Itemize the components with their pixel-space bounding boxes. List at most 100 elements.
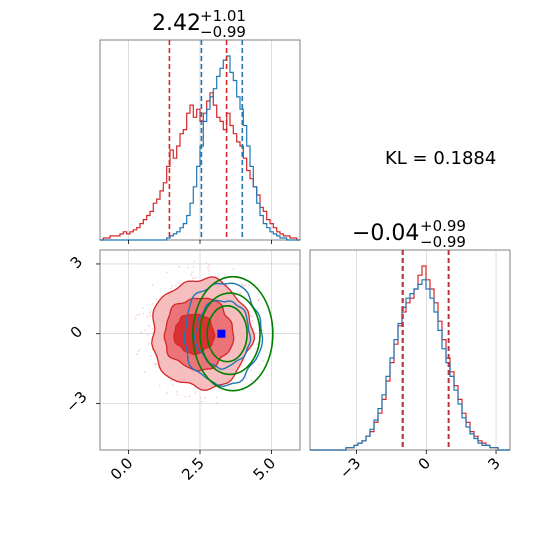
joint-scatter-point-104 [224,273,227,276]
joint-scatter-point-80 [148,343,151,345]
marginal-p1-red-histogram [100,92,300,241]
joint-scatter-point-48 [138,313,141,316]
joint-scatter-point-97 [134,317,137,320]
joint-scatter-point-105 [207,266,209,269]
joint-scatter-point-120 [242,285,245,287]
joint-scatter-point-14 [151,302,154,305]
joint-scatter-point-22 [205,262,207,265]
joint-scatter-point-132 [192,277,194,280]
joint-scatter-point-71 [166,271,168,274]
joint-scatter-point-20 [170,287,172,290]
marginal-p1-title-plus: +1.01 [200,7,246,25]
kl-annotation: KL = 0.1884 [385,148,496,169]
joint-x-tick-label-0: 0.0 [107,454,137,484]
marginal-panel-p2: −3 0 3 −0.04 +0.99 −0.99 [309,217,511,482]
joint-y-tick-label-0: −3 [62,388,90,416]
joint-scatter-point-82 [171,384,174,386]
joint-scatter-point-84 [136,314,138,316]
joint-scatter-point-68 [148,324,151,327]
joint-scatter-point-127 [151,284,154,286]
joint-scatter-point-102 [254,348,256,350]
joint-scatter-point-125 [207,269,210,272]
joint-scatter-point-83 [250,368,252,371]
joint-scatter-point-79 [137,350,140,353]
joint-scatter-point-87 [215,402,218,405]
marginal-p1-grid [128,40,272,240]
marginal-p2-quantile-lines [401,250,450,450]
marginal-p2-axes [309,249,511,451]
marginal-p1-title-median: 2.42 [152,11,201,36]
joint-scatter-point-16 [232,268,235,271]
joint-scatter-point-93 [200,400,203,403]
joint-scatter-point-70 [142,312,145,315]
joint-y-tick-label-2: 3 [67,253,86,272]
joint-scatter-point-73 [194,276,197,279]
joint-scatter-point-44 [193,260,196,263]
marginal-p1-blue-histogram [100,55,300,241]
joint-scatter-point-32 [141,306,144,309]
joint-green-level-0 [192,275,274,392]
joint-scatter-point-113 [155,298,158,300]
joint-scatter-point-9 [149,355,152,357]
joint-scatter-point-124 [194,392,197,395]
joint-scatter-point-61 [190,274,193,276]
marginal-panel-p1: 2.42 +1.01 −0.99 [99,7,301,244]
joint-scatter-point-136 [191,271,193,273]
joint-truth-marker [217,329,226,338]
joint-scatter-point-81 [247,284,250,286]
joint-scatter-point-92 [170,379,173,382]
joint-blue-contours [183,282,264,388]
joint-x-tick-label-1: 2.5 [178,454,208,484]
joint-scatter-point-126 [250,380,253,382]
joint-scatter-point-47 [257,293,260,296]
marginal-p2-title-minus: −0.99 [420,233,466,251]
joint-scatter-point-74 [257,300,260,302]
joint-scatter-point-38 [257,363,260,366]
joint-scatter-point-5 [187,266,190,269]
joint-scatter-point-25 [203,397,206,399]
joint-scatter-point-96 [249,314,252,317]
joint-scatter-point-29 [175,391,178,393]
joint-scatter-point-88 [136,353,138,356]
joint-scatter-point-39 [199,396,202,399]
marginal-p1-quantile-lines [168,40,244,240]
marginal-p1-ticks [128,240,272,244]
joint-scatter-point-100 [217,274,220,277]
joint-scatter-point-137 [241,284,244,287]
joint-scatter-point-0 [144,329,146,331]
joint-scatter-point-43 [176,394,179,396]
joint-scatter-point-103 [251,320,254,323]
joint-scatter-point-58 [139,348,141,351]
joint-scatter-point-135 [215,396,218,399]
joint-scatter-point-89 [158,384,161,387]
joint-scatter-point-91 [256,343,258,346]
joint-scatter-point-54 [166,392,169,394]
joint-scatter-point-95 [245,377,248,380]
joint-y-tick-labels: −3 0 3 [62,253,100,416]
joint-scatter-point-21 [258,298,260,301]
marginal-p2-title-median: −0.04 [352,221,419,246]
marginal-p2-tick-label-2: 3 [484,454,503,473]
joint-x-tick-labels: 0.0 2.5 5.0 [107,450,279,484]
joint-scatter-point-36 [192,266,195,268]
joint-scatter-point-86 [140,331,143,334]
joint-scatter-point-12 [239,292,242,295]
joint-panel: 0.0 2.5 5.0 −3 0 3 [62,249,301,484]
joint-green-level-1 [199,292,261,376]
joint-scatter-point-72 [188,395,191,398]
marginal-p2-tick-label-0: −3 [336,454,364,482]
joint-scatter-point-106 [178,265,181,268]
joint-scatter-point-53 [184,396,187,398]
joint-green-contours [192,275,274,392]
joint-scatter-point-109 [171,284,173,287]
joint-scatter-point-2 [148,311,151,314]
joint-blue-level-1 [193,299,252,370]
joint-scatter-point-55 [208,264,211,266]
joint-blue-level-0 [183,282,264,388]
joint-scatter-point-139 [175,284,177,287]
joint-scatter-point-50 [244,284,247,287]
marginal-p1-title-minus: −0.99 [200,23,246,41]
joint-scatter-point-112 [152,327,154,330]
marginal-p2-tick-label-1: 0 [415,454,434,473]
joint-scatter-point-69 [261,329,264,332]
